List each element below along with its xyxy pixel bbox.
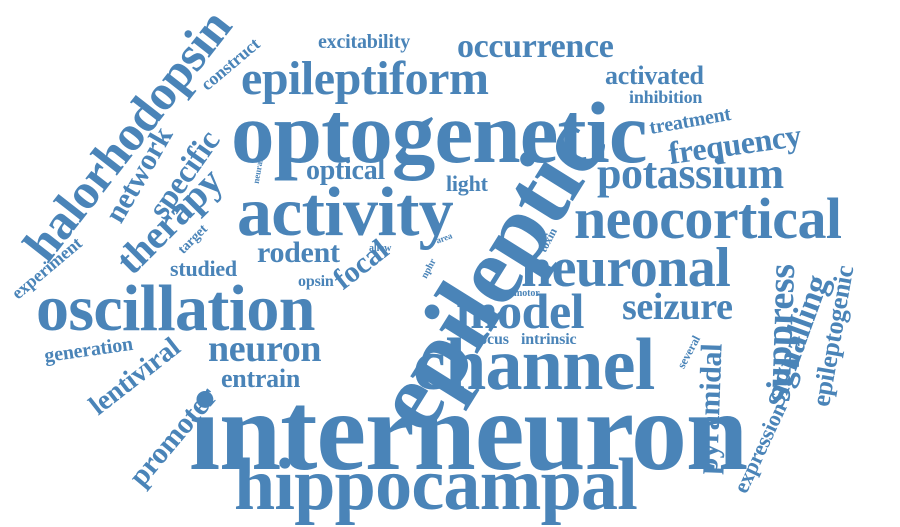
word-studied: studied (170, 256, 237, 281)
word-model: model (456, 283, 585, 339)
word-optogenetic: optogenetic (231, 84, 648, 181)
word-excitability: excitability (318, 31, 411, 53)
word-rodent: rodent (257, 236, 340, 269)
word-intrinsic: intrinsic (521, 331, 577, 348)
word-neuronal: neuronal (521, 237, 731, 299)
word-oscillation: oscillation (36, 272, 315, 345)
word-activated: activated (605, 61, 704, 90)
word-seizure: seizure (622, 286, 733, 328)
word-channel: channel (413, 324, 655, 406)
word-motor: motor (514, 288, 540, 299)
word-activity: activity (237, 174, 454, 251)
word-neuron: neuron (208, 328, 322, 370)
word-opsin: opsin (298, 273, 334, 290)
word-hippocampal: hippocampal (234, 444, 638, 526)
word-entrain: entrain (221, 364, 301, 393)
word-focus: focus (474, 331, 509, 348)
word-neocortical: neocortical (574, 186, 842, 251)
word-interneuron: interneuron (189, 370, 748, 494)
word-pyramidal: pyramidal (691, 343, 729, 475)
word-occurrence: occurrence (457, 28, 614, 65)
word-allow: allow (369, 243, 392, 254)
word-light: light (446, 171, 488, 196)
word-optical: optical (306, 155, 385, 186)
word-inhibition: inhibition (629, 87, 703, 107)
word-potassium: potassium (597, 149, 784, 198)
word-epileptiform: epileptiform (241, 52, 489, 105)
